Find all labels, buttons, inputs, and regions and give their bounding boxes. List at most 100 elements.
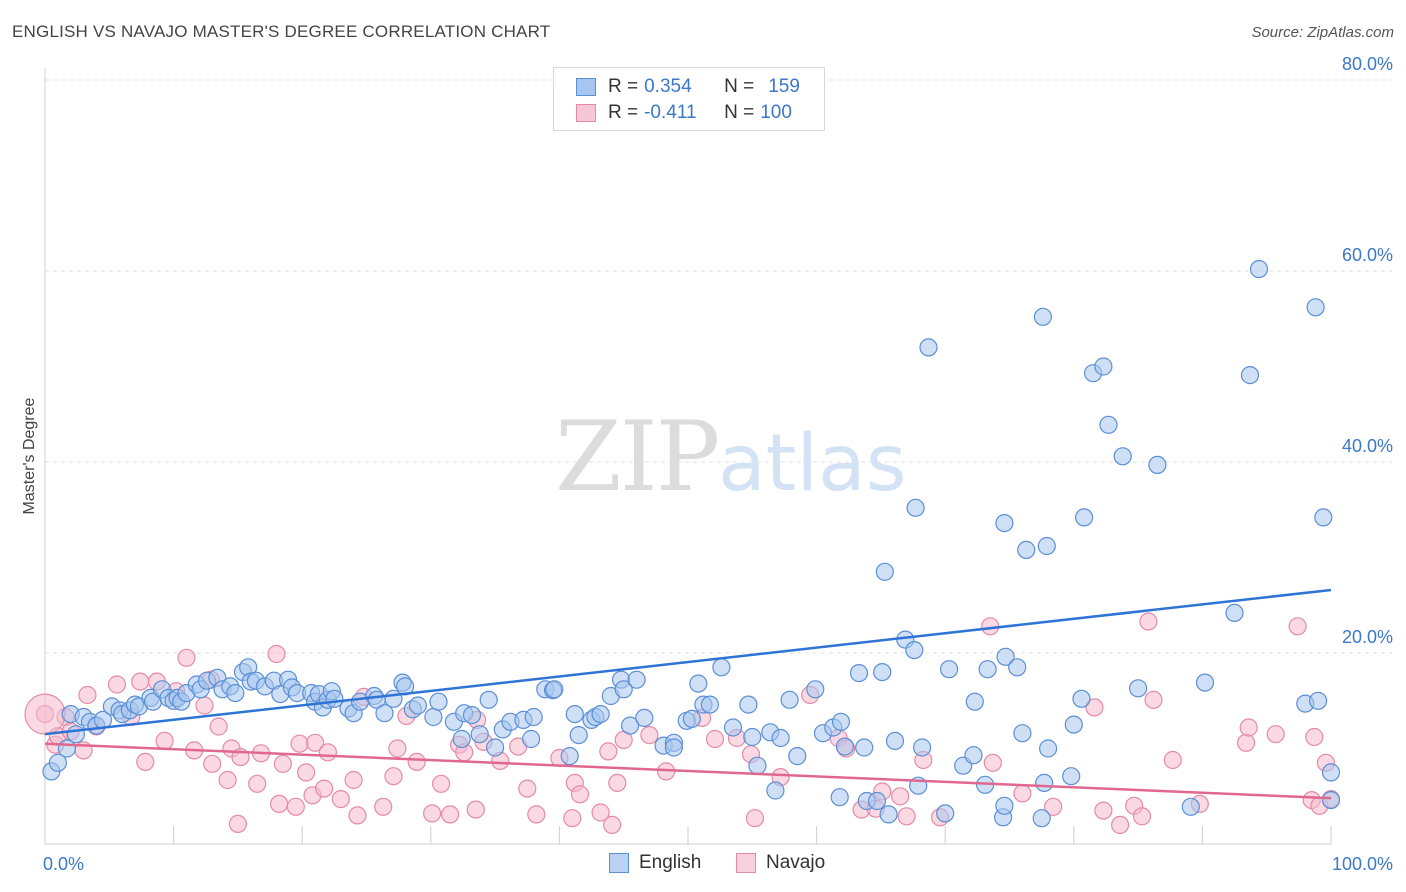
english-trend-line <box>44 588 1332 736</box>
english-point-144 <box>1062 767 1081 786</box>
navajo-point-57 <box>527 805 546 824</box>
navajo-point-36 <box>318 743 337 762</box>
english-point-133 <box>995 513 1014 533</box>
series-legend: English Navajo <box>0 852 1406 876</box>
navajo-r-value: -0.411 <box>644 102 697 123</box>
navajo-point-103 <box>1305 727 1324 747</box>
y-tick-label-40: 40.0% <box>1342 436 1393 456</box>
english-point-117 <box>879 805 898 824</box>
legend-item-english[interactable]: English <box>609 852 701 874</box>
navajo-point-20 <box>209 717 228 736</box>
navajo-point-19 <box>203 754 222 773</box>
english-point-135 <box>995 796 1014 815</box>
english-point-145 <box>1064 715 1083 734</box>
navajo-point-91 <box>1110 815 1130 835</box>
english-point-154 <box>1181 797 1200 816</box>
navajo-point-21 <box>218 770 237 790</box>
navajo-point-42 <box>384 767 403 786</box>
english-point-149 <box>1094 357 1113 376</box>
navajo-swatch <box>576 104 596 122</box>
navajo-point-100 <box>1266 725 1285 744</box>
english-point-74 <box>545 680 564 699</box>
english-point-161 <box>1308 691 1328 710</box>
source-label: Source: ZipAtlas.com <box>1251 24 1394 41</box>
english-point-152 <box>1128 679 1148 698</box>
navajo-point-86 <box>983 753 1002 772</box>
tick-labels: 20.0% 40.0% 60.0% 80.0% 0.0% 100.0% <box>43 54 1393 874</box>
english-point-136 <box>1008 658 1027 677</box>
navajo-point-15 <box>177 648 196 667</box>
english-point-155 <box>1195 673 1215 692</box>
english-r-label: R = <box>608 76 639 97</box>
navajo-point-51 <box>466 800 485 819</box>
english-point-158 <box>1249 260 1269 279</box>
english-point-125 <box>936 804 955 823</box>
correlation-legend: R = 0.354 N = 159 R = -0.411 N = 100 <box>553 67 825 131</box>
y-tick-label-80: 80.0% <box>1342 54 1393 74</box>
english-point-121 <box>906 498 925 517</box>
english-point-112 <box>855 738 874 757</box>
english-point-94 <box>700 695 720 714</box>
navajo-point-61 <box>570 785 590 804</box>
english-swatch <box>576 78 596 96</box>
english-point-66 <box>486 738 505 757</box>
watermark-zip: ZIP <box>555 401 718 513</box>
navajo-point-65 <box>608 773 627 793</box>
english-point-131 <box>978 660 997 679</box>
english-point-102 <box>771 728 790 748</box>
english-point-65 <box>479 690 498 709</box>
english-r-value: 0.354 <box>644 76 692 97</box>
navajo-point-37 <box>331 789 350 809</box>
english-point-153 <box>1148 455 1167 474</box>
watermark-atlas: atlas <box>718 419 907 509</box>
english-point-138 <box>1017 540 1036 560</box>
english-point-120 <box>905 640 924 660</box>
english-point-99 <box>748 756 767 775</box>
english-point-128 <box>964 746 983 765</box>
navajo-point-35 <box>315 779 334 798</box>
english-n-value: 159 <box>768 76 800 97</box>
legend-item-navajo[interactable]: Navajo <box>736 852 825 874</box>
english-point-97 <box>739 695 758 714</box>
navajo-point-43 <box>388 739 407 758</box>
english-point-63 <box>462 705 482 725</box>
navajo-point-96 <box>1163 750 1182 770</box>
english-point-84 <box>620 716 640 735</box>
navajo-point-23 <box>228 814 247 834</box>
navajo-point-13 <box>155 731 174 751</box>
english-point-150 <box>1099 415 1118 434</box>
english-point-59 <box>429 692 448 711</box>
english-point-156 <box>1225 603 1244 623</box>
english-point-98 <box>743 727 762 747</box>
navajo-point-98 <box>1236 733 1256 752</box>
navajo-point-93 <box>1132 807 1152 826</box>
navajo-point-31 <box>290 734 309 753</box>
english-point-86 <box>635 708 654 728</box>
navajo-point-8 <box>107 675 127 694</box>
navajo-point-28 <box>270 794 289 814</box>
navajo-point-25 <box>248 774 267 793</box>
navajo-point-47 <box>432 774 451 793</box>
english-point-129 <box>965 692 984 711</box>
y-tick-label-20: 20.0% <box>1342 627 1393 647</box>
english-point-147 <box>1074 508 1094 527</box>
english-point-57 <box>408 696 427 715</box>
english-point-139 <box>1032 809 1051 828</box>
legend-row-navajo: R = -0.411 N = 100 <box>576 101 792 125</box>
english-point-64 <box>470 725 489 744</box>
navajo-point-67 <box>640 725 659 745</box>
navajo-point-32 <box>297 763 316 782</box>
english-point-108 <box>830 788 849 807</box>
english-point-1 <box>48 753 68 772</box>
english-point-96 <box>723 718 743 737</box>
navajo-point-17 <box>195 696 214 715</box>
english-point-124 <box>919 338 938 357</box>
navajo-point-101 <box>1288 617 1307 636</box>
english-point-83 <box>614 680 633 699</box>
navajo-point-48 <box>441 805 460 824</box>
english-point-85 <box>627 670 646 689</box>
english-point-52 <box>375 704 394 723</box>
navajo-point-87 <box>1013 784 1032 803</box>
english-point-77 <box>569 725 588 745</box>
english-point-164 <box>1321 763 1341 782</box>
